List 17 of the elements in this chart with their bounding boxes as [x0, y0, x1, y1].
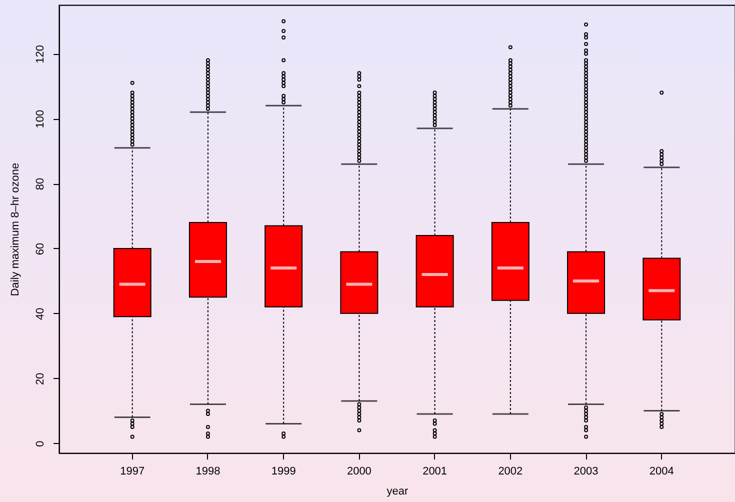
x-tick-label: 1998 [196, 466, 220, 478]
x-tick-label: 2004 [649, 466, 674, 478]
y-tick-label: 20 [34, 372, 46, 385]
y-axis-title: Daily maximum 8–hr ozone [10, 162, 22, 296]
x-tick-label: 2002 [498, 466, 523, 478]
y-tick-label: 80 [34, 178, 46, 190]
x-tick-label: 1997 [120, 466, 145, 478]
y-tick-label: 40 [34, 308, 46, 320]
y-tick-label: 60 [34, 242, 46, 256]
y-tick-label: 100 [34, 110, 46, 128]
x-tick-label: 1999 [271, 466, 296, 478]
x-tick-label: 2003 [574, 466, 598, 478]
x-axis-title: year [386, 486, 409, 498]
y-tick-label: 0 [34, 440, 46, 447]
y-tick-label: 120 [34, 45, 46, 64]
x-tick-label: 2001 [422, 466, 448, 478]
x-tick-label: 2000 [346, 466, 372, 478]
